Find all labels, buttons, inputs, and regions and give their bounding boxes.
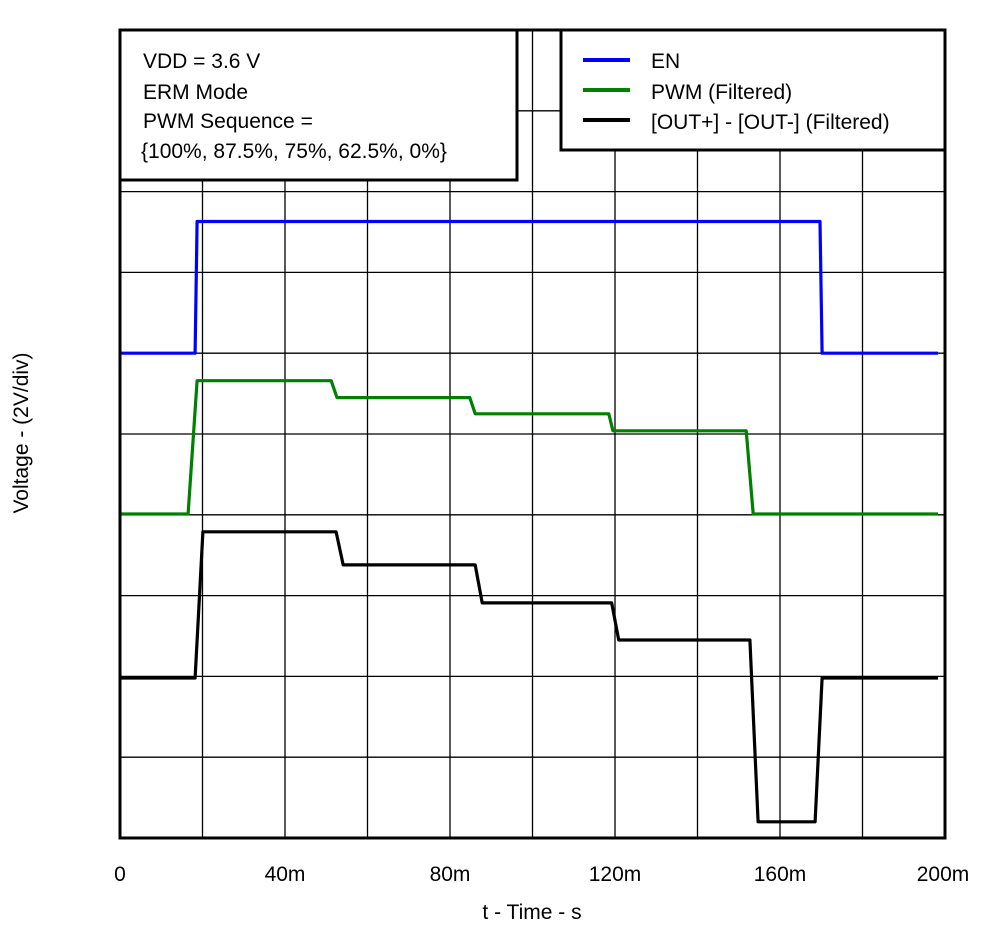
legend-label-out: [OUT+] - [OUT-] (Filtered) bbox=[651, 111, 890, 134]
x-axis-tick-labels: 0 40m 80m 120m 160m 200m bbox=[114, 863, 969, 886]
plot-traces bbox=[120, 219, 938, 824]
x-tick-160m: 160m bbox=[754, 863, 807, 886]
annotation-box: VDD = 3.6 V ERM Mode PWM Sequence = {100… bbox=[118, 28, 519, 182]
trace-en bbox=[120, 219, 938, 355]
annotation-line-sequence-values: {100%, 87.5%, 75%, 62.5%, 0%} bbox=[141, 140, 447, 163]
annotation-line-mode: ERM Mode bbox=[143, 81, 248, 104]
x-tick-120m: 120m bbox=[589, 863, 642, 886]
x-tick-200m: 200m bbox=[917, 863, 970, 886]
x-tick-0: 0 bbox=[114, 863, 126, 886]
grid-lines bbox=[120, 30, 945, 838]
trace-pwm-filtered bbox=[120, 379, 938, 516]
x-tick-80m: 80m bbox=[430, 863, 471, 886]
trace-out-diff-filtered bbox=[120, 530, 938, 824]
annotation-line-sequence-label: PWM Sequence = bbox=[143, 110, 313, 133]
legend-label-pwm: PWM (Filtered) bbox=[651, 81, 792, 104]
x-tick-40m: 40m bbox=[265, 863, 306, 886]
plot-frame bbox=[118, 28, 947, 840]
y-axis-title: Voltage - (2V/div) bbox=[10, 352, 33, 513]
annotation-line-vdd: VDD = 3.6 V bbox=[143, 50, 260, 73]
x-axis-title: t - Time - s bbox=[482, 901, 581, 924]
legend: EN PWM (Filtered) [OUT+] - [OUT-] (Filte… bbox=[559, 28, 947, 152]
legend-label-en: EN bbox=[651, 50, 680, 73]
